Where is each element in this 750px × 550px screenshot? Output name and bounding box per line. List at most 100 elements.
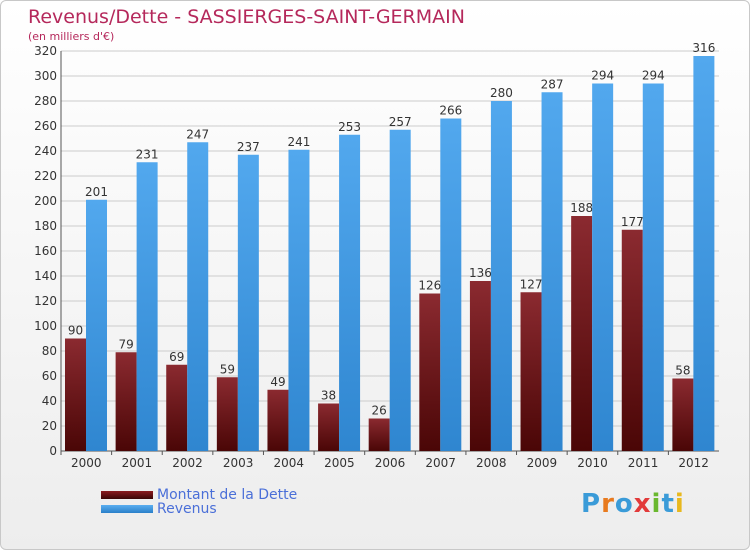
bar-revenue bbox=[642, 83, 664, 451]
y-tick-label: 180 bbox=[34, 219, 57, 233]
y-tick-label: 300 bbox=[34, 69, 57, 83]
bar-debt bbox=[419, 293, 441, 451]
data-label-revenue: 231 bbox=[136, 147, 159, 161]
y-tick-label: 100 bbox=[34, 319, 57, 333]
bar-revenue bbox=[136, 162, 158, 451]
bar-debt bbox=[318, 403, 340, 451]
data-label-debt: 188 bbox=[570, 201, 593, 215]
x-tick-label: 2009 bbox=[527, 456, 558, 470]
bar-revenue bbox=[237, 154, 259, 451]
bar-revenue bbox=[693, 56, 715, 451]
data-label-revenue: 316 bbox=[692, 41, 715, 55]
y-tick-label: 260 bbox=[34, 119, 57, 133]
chart-subtitle: (en milliers d'€) bbox=[28, 30, 115, 43]
x-tick-label: 2011 bbox=[628, 456, 659, 470]
bar-debt bbox=[520, 292, 542, 451]
y-tick-label: 60 bbox=[42, 369, 57, 383]
y-tick-label: 240 bbox=[34, 144, 57, 158]
data-label-revenue: 257 bbox=[389, 115, 412, 129]
bar-revenue bbox=[389, 129, 411, 451]
bar-debt bbox=[672, 378, 694, 451]
bar-debt bbox=[115, 352, 137, 451]
data-label-revenue: 201 bbox=[85, 185, 108, 199]
data-label-revenue: 266 bbox=[439, 104, 462, 118]
x-tick-label: 2007 bbox=[425, 456, 456, 470]
data-label-debt: 136 bbox=[469, 266, 492, 280]
data-label-debt: 127 bbox=[520, 277, 543, 291]
y-tick-label: 320 bbox=[34, 44, 57, 58]
bar-revenue bbox=[187, 142, 209, 451]
x-tick-label: 2006 bbox=[375, 456, 406, 470]
bar-revenue bbox=[541, 92, 563, 451]
bar-debt bbox=[267, 389, 289, 451]
data-label-revenue: 241 bbox=[288, 135, 311, 149]
y-tick-label: 20 bbox=[42, 419, 57, 433]
proxiti-logo: Proxiti bbox=[581, 489, 685, 519]
bar-revenue bbox=[339, 134, 361, 451]
legend-item-debt: Montant de la Dette bbox=[101, 487, 297, 503]
logo-letter: o bbox=[614, 489, 634, 519]
x-tick-label: 2012 bbox=[678, 456, 709, 470]
data-label-revenue: 294 bbox=[642, 69, 665, 83]
logo-letter: i bbox=[651, 489, 662, 519]
x-tick-label: 2002 bbox=[172, 456, 203, 470]
data-label-debt: 79 bbox=[118, 337, 133, 351]
legend-item-revenue: Revenus bbox=[101, 501, 217, 517]
y-tick-label: 220 bbox=[34, 169, 57, 183]
y-tick-label: 80 bbox=[42, 344, 57, 358]
logo-letter: i bbox=[674, 489, 685, 519]
data-label-revenue: 247 bbox=[186, 127, 209, 141]
logo-letter: r bbox=[601, 489, 615, 519]
data-label-debt: 26 bbox=[372, 404, 387, 418]
bar-debt bbox=[216, 377, 238, 451]
data-label-debt: 69 bbox=[169, 350, 184, 364]
legend-swatch-revenue bbox=[101, 505, 153, 513]
x-tick-label: 2001 bbox=[122, 456, 153, 470]
x-tick-label: 2010 bbox=[577, 456, 608, 470]
data-label-debt: 126 bbox=[418, 279, 441, 293]
bar-revenue bbox=[490, 101, 512, 451]
y-tick-label: 40 bbox=[42, 394, 57, 408]
y-tick-label: 280 bbox=[34, 94, 57, 108]
bar-revenue bbox=[288, 149, 310, 451]
data-label-debt: 59 bbox=[220, 362, 235, 376]
bar-debt bbox=[621, 229, 643, 451]
legend-swatch-debt bbox=[101, 491, 153, 499]
y-tick-label: 120 bbox=[34, 294, 57, 308]
legend-label-debt: Montant de la Dette bbox=[157, 487, 298, 503]
legend-label-revenue: Revenus bbox=[157, 501, 217, 517]
data-label-debt: 49 bbox=[270, 375, 285, 389]
data-label-debt: 38 bbox=[321, 389, 336, 403]
bar-revenue bbox=[592, 83, 614, 451]
data-label-revenue: 287 bbox=[541, 77, 564, 91]
bar-debt bbox=[368, 418, 390, 451]
x-tick-label: 2004 bbox=[273, 456, 304, 470]
bar-debt bbox=[166, 364, 188, 451]
bar-revenue bbox=[440, 118, 462, 451]
logo-letter: t bbox=[661, 489, 675, 519]
data-label-revenue: 253 bbox=[338, 120, 361, 134]
logo-letter: P bbox=[581, 489, 602, 519]
x-tick-label: 2003 bbox=[223, 456, 254, 470]
x-tick-label: 2000 bbox=[71, 456, 102, 470]
bar-revenue bbox=[86, 199, 107, 451]
x-tick-label: 2008 bbox=[476, 456, 507, 470]
y-tick-label: 140 bbox=[34, 269, 57, 283]
y-tick-label: 160 bbox=[34, 244, 57, 258]
bar-debt bbox=[65, 338, 86, 451]
bar-debt bbox=[469, 281, 491, 451]
x-tick-label: 2005 bbox=[324, 456, 355, 470]
chart-title: Revenus/Dette - SASSIERGES-SAINT-GERMAIN bbox=[28, 6, 465, 28]
data-label-debt: 90 bbox=[68, 324, 83, 338]
data-label-revenue: 294 bbox=[591, 69, 614, 83]
data-label-revenue: 280 bbox=[490, 86, 513, 100]
data-label-debt: 177 bbox=[621, 215, 644, 229]
bar-debt bbox=[571, 216, 593, 451]
data-label-revenue: 237 bbox=[237, 140, 260, 154]
data-label-debt: 58 bbox=[675, 364, 690, 378]
logo-letter: x bbox=[633, 489, 652, 519]
y-tick-label: 200 bbox=[34, 194, 57, 208]
y-tick-label: 0 bbox=[49, 444, 57, 458]
